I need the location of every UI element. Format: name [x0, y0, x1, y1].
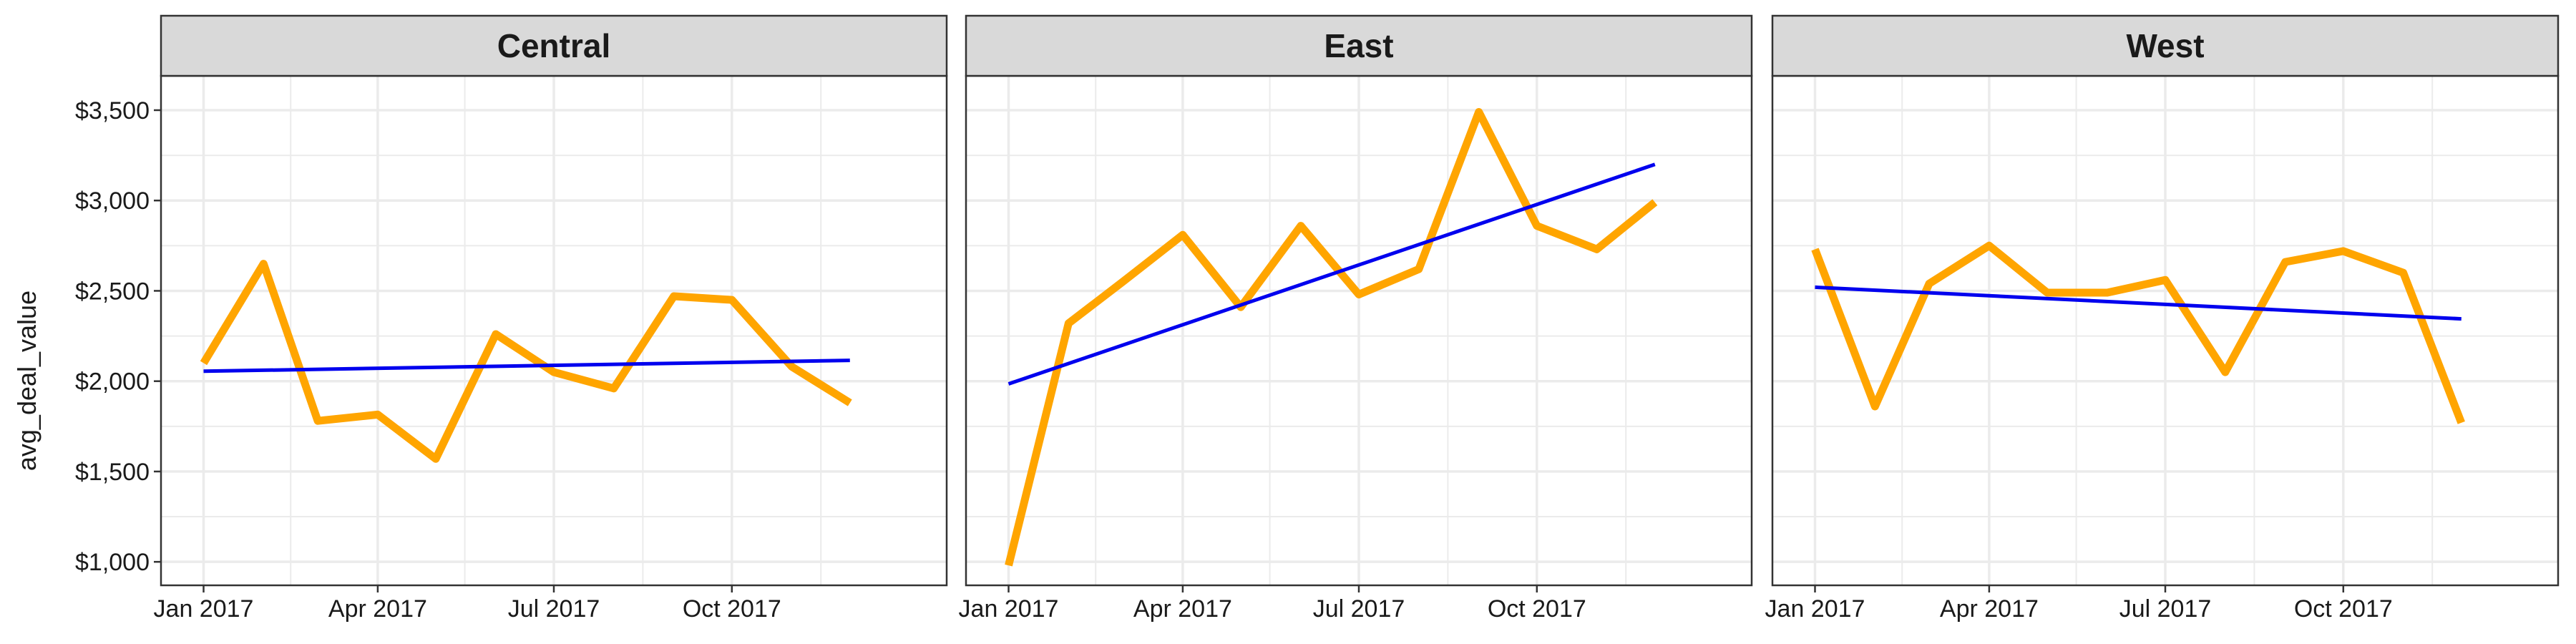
facet-strip — [965, 14, 1753, 77]
x-tick-label: Jan 2017 — [1765, 595, 1865, 623]
x-tick-label: Jul 2017 — [508, 595, 600, 623]
trend-line-east — [1008, 162, 1656, 386]
x-tick-label: Apr 2017 — [1133, 595, 1232, 623]
facet-strip — [1771, 14, 2560, 77]
y-tick-label: $1,500 — [75, 459, 150, 486]
x-tick-label: Jul 2017 — [2119, 595, 2212, 623]
y-tick-label: $3,500 — [75, 97, 150, 125]
trend-line-central — [203, 358, 850, 374]
facet-strip-label: East — [1324, 27, 1393, 64]
facet-panel-east: East Jan 2017 Apr 2017 Jul 2017 Oct 2017 — [959, 14, 1753, 623]
facet-strip-label: West — [2126, 27, 2204, 64]
x-tick-label: Jan 2017 — [154, 595, 254, 623]
x-tick-label: Jan 2017 — [959, 595, 1059, 623]
y-tick-label: $1,000 — [75, 549, 150, 576]
facet-strip-label: Central — [497, 27, 610, 64]
x-tick-label: Apr 2017 — [1940, 595, 2039, 623]
y-axis-title: avg_deal_value — [12, 291, 42, 471]
series-line-west — [1811, 241, 2465, 424]
facet-panel-west: West Jan 2017 Apr 2017 Jul 2017 Oct 2017 — [1765, 14, 2560, 623]
y-tick-label: $2,500 — [75, 278, 150, 305]
y-tick-label: $3,000 — [75, 187, 150, 215]
x-tick-label: Apr 2017 — [328, 595, 427, 623]
x-tick-label: Oct 2017 — [2294, 595, 2393, 623]
trend-line-west — [1815, 285, 2462, 321]
series-line-east — [1005, 108, 1658, 567]
x-tick-label: Oct 2017 — [1488, 595, 1586, 623]
x-tick-label: Jul 2017 — [1313, 595, 1405, 623]
facet-strip — [160, 14, 948, 77]
y-tick-label: $2,000 — [75, 369, 150, 396]
y-axis: $1,000 $1,500 $2,000 $2,500 $3,000 $3,500 — [75, 97, 161, 576]
facet-panel-central: Central Jan 2017 Apr 2017 Jul 2017 Oct 2017 — [154, 14, 948, 623]
series-line-central — [200, 260, 852, 463]
x-tick-label: Oct 2017 — [683, 595, 781, 623]
